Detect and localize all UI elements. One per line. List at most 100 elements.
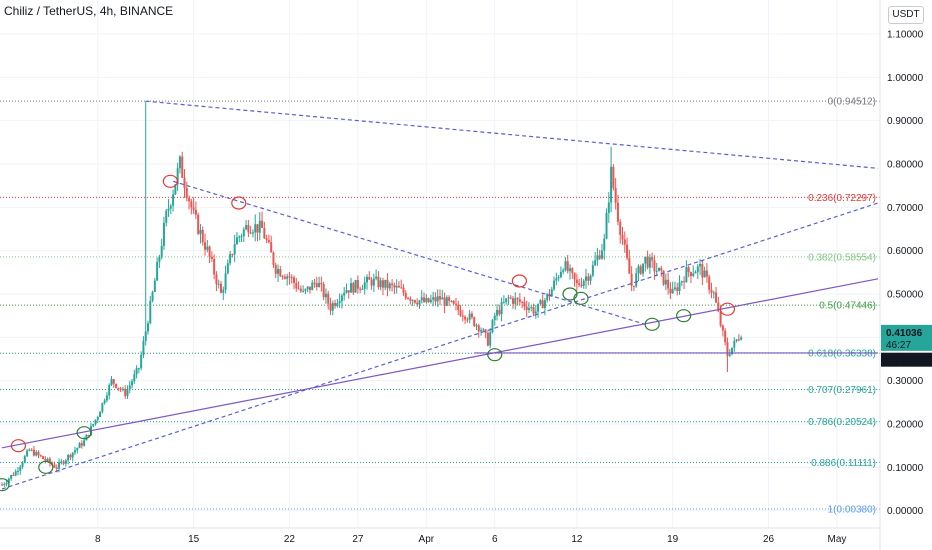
candle-body bbox=[525, 306, 528, 310]
candle-body bbox=[306, 286, 309, 290]
candle-body bbox=[165, 210, 168, 223]
trendline bbox=[1, 202, 879, 490]
candle-body bbox=[411, 300, 414, 302]
candle-body bbox=[464, 316, 467, 320]
candle-body bbox=[564, 261, 567, 270]
candle-body bbox=[37, 451, 40, 456]
candle-body bbox=[162, 222, 165, 246]
candle-body bbox=[190, 201, 193, 208]
candle-body bbox=[496, 309, 499, 316]
candle-body bbox=[480, 330, 483, 332]
candle-body bbox=[126, 389, 129, 397]
candle-body bbox=[393, 285, 396, 288]
candle-body bbox=[197, 214, 200, 234]
fib-level-label: 0.5(0.47446) bbox=[819, 301, 876, 312]
x-axis-tick-label: May bbox=[827, 534, 846, 545]
candle-body bbox=[110, 379, 113, 385]
candle-body bbox=[112, 379, 115, 384]
candle-body bbox=[407, 298, 410, 300]
candle-body bbox=[354, 280, 357, 293]
y-axis-tick-label: 0.20000 bbox=[887, 420, 924, 431]
candle-body bbox=[322, 284, 325, 298]
candle-body bbox=[507, 297, 510, 299]
candle-body bbox=[605, 212, 608, 239]
candle-body bbox=[169, 205, 172, 209]
candle-body bbox=[16, 470, 19, 472]
candle-body bbox=[591, 265, 594, 276]
y-axis-tick-label: 0.30000 bbox=[887, 376, 924, 387]
candle-body bbox=[541, 300, 544, 309]
candle-body bbox=[416, 302, 419, 305]
candle-body bbox=[699, 263, 702, 267]
candle-body bbox=[302, 290, 305, 292]
candle-body bbox=[589, 275, 592, 281]
candle-body bbox=[295, 282, 298, 289]
candle-body bbox=[534, 311, 537, 314]
candle-body bbox=[331, 303, 334, 311]
candle-body bbox=[587, 276, 590, 281]
candle-body bbox=[477, 325, 480, 332]
candle-body bbox=[124, 388, 127, 397]
candle-body bbox=[181, 156, 184, 178]
fib-level-label: 0.786(0.20524) bbox=[808, 417, 876, 428]
candle-body bbox=[185, 187, 188, 199]
x-axis-tick-label: 19 bbox=[667, 534, 679, 545]
candle-body bbox=[363, 282, 366, 289]
candle-body bbox=[413, 300, 416, 303]
candle-body bbox=[555, 278, 558, 281]
candle-body bbox=[658, 267, 660, 272]
candle-body bbox=[500, 302, 503, 315]
candle-body bbox=[194, 209, 197, 215]
candle-body bbox=[708, 276, 711, 290]
fib-level-label: 1(0.00380) bbox=[828, 505, 876, 516]
chart-title: Chiliz / TetherUS, 4h, BINANCE bbox=[4, 4, 174, 18]
candle-body bbox=[21, 462, 24, 467]
candle-body bbox=[594, 260, 597, 266]
candle-body bbox=[265, 238, 268, 241]
candle-body bbox=[603, 238, 606, 251]
candle-body bbox=[176, 168, 179, 185]
candle-body bbox=[151, 291, 154, 301]
candle-body bbox=[639, 266, 642, 274]
touch-marker-circle bbox=[162, 174, 178, 188]
candle-body bbox=[263, 227, 266, 239]
candle-body bbox=[678, 282, 681, 292]
candle-body bbox=[607, 202, 610, 213]
candle-body bbox=[402, 287, 405, 293]
candle-body bbox=[222, 289, 225, 293]
candle-body bbox=[726, 342, 729, 356]
candle-body bbox=[153, 280, 156, 292]
touch-marker-circle bbox=[676, 309, 692, 323]
candle-body bbox=[630, 273, 633, 286]
candle-body bbox=[623, 239, 626, 245]
candle-body bbox=[254, 224, 257, 233]
candle-body bbox=[156, 261, 159, 281]
candle-body bbox=[12, 475, 15, 477]
level-price-badge bbox=[881, 352, 932, 367]
candle-body bbox=[133, 374, 136, 382]
fib-level-label: 0.886(0.11111) bbox=[811, 458, 876, 469]
candle-body bbox=[167, 208, 170, 211]
candle-body bbox=[231, 254, 234, 256]
current-price-countdown: 46:27 bbox=[886, 340, 911, 351]
candle-body bbox=[543, 300, 546, 309]
candle-body bbox=[267, 240, 270, 243]
candle-body bbox=[204, 242, 207, 250]
candle-body bbox=[669, 288, 672, 294]
candle-body bbox=[347, 290, 350, 293]
candle-body bbox=[379, 280, 382, 288]
candle-body bbox=[616, 202, 619, 222]
candle-body bbox=[384, 279, 387, 288]
candle-body bbox=[600, 250, 603, 259]
candle-body bbox=[247, 225, 250, 233]
candle-body bbox=[226, 263, 229, 274]
candle-body bbox=[242, 229, 245, 237]
candle-body bbox=[733, 340, 736, 348]
candle-body bbox=[737, 339, 740, 341]
candle-body bbox=[229, 254, 232, 264]
currency-button[interactable]: USDT bbox=[888, 6, 924, 24]
candle-body bbox=[375, 276, 378, 279]
candle-body bbox=[728, 354, 731, 356]
candle-body bbox=[694, 272, 697, 274]
